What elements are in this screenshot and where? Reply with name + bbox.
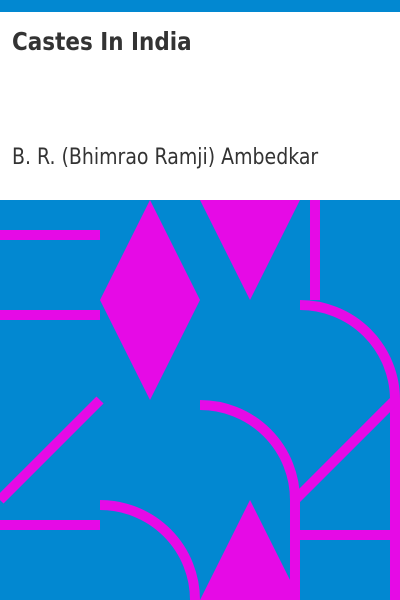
- cover-pattern: [0, 200, 400, 600]
- pattern-bar: [0, 310, 100, 320]
- pattern-bar: [0, 230, 100, 240]
- book-title: Castes In India: [12, 27, 192, 56]
- pattern-arc: [199, 400, 300, 600]
- top-accent-bar: [0, 0, 400, 12]
- pattern-bar: [300, 530, 400, 540]
- pattern-diagonal: [0, 396, 104, 504]
- pattern-diamond: [100, 200, 200, 400]
- pattern-bar-vertical: [310, 200, 320, 300]
- pattern-triangle-bottom: [200, 500, 300, 600]
- pattern-arc: [99, 500, 200, 600]
- pattern-bar: [0, 520, 100, 530]
- pattern-arc: [299, 300, 400, 600]
- book-author: B. R. (Bhimrao Ramji) Ambedkar: [12, 145, 319, 170]
- pattern-triangle-top: [200, 200, 300, 300]
- pattern-diagonal: [291, 396, 399, 504]
